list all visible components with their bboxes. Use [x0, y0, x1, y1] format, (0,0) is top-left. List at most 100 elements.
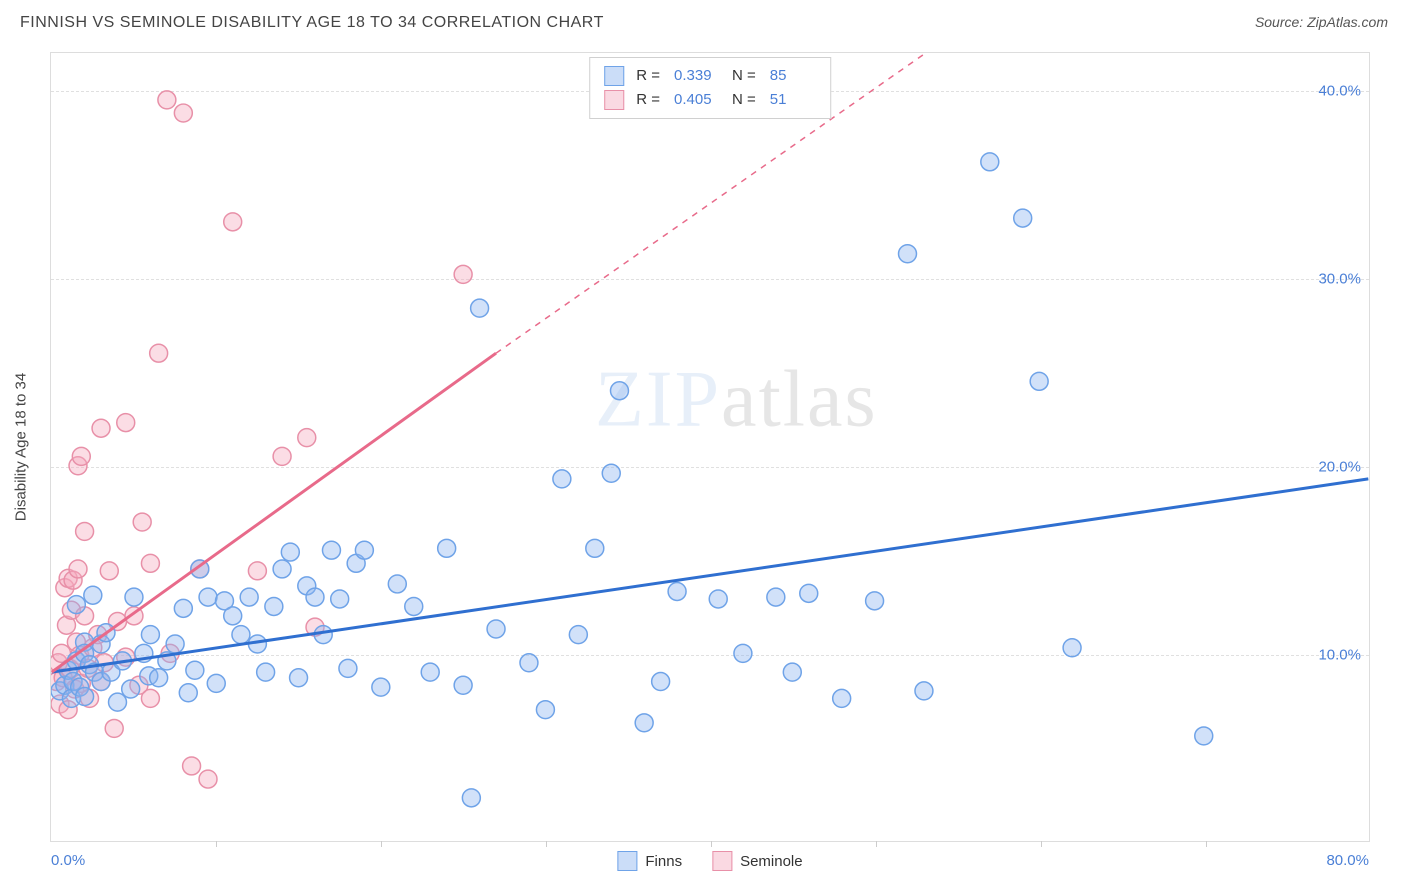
data-point: [67, 596, 85, 614]
data-point: [248, 562, 266, 580]
data-point: [141, 689, 159, 707]
data-point: [471, 299, 489, 317]
data-point: [122, 680, 140, 698]
data-point: [611, 382, 629, 400]
data-point: [734, 644, 752, 662]
source-name: ZipAtlas.com: [1307, 14, 1388, 30]
data-point: [553, 470, 571, 488]
data-point: [150, 344, 168, 362]
data-point: [331, 590, 349, 608]
data-point: [668, 582, 686, 600]
data-point: [388, 575, 406, 593]
data-point: [421, 663, 439, 681]
data-point: [76, 688, 94, 706]
data-point: [69, 560, 87, 578]
data-point: [866, 592, 884, 610]
legend-item-finns: Finns: [617, 851, 682, 871]
x-tick: [546, 841, 547, 847]
data-point: [273, 447, 291, 465]
swatch-seminole-icon: [604, 90, 624, 110]
data-point: [290, 669, 308, 687]
data-point: [833, 689, 851, 707]
x-tick: [1206, 841, 1207, 847]
data-point: [1063, 639, 1081, 657]
data-point: [602, 464, 620, 482]
data-point: [915, 682, 933, 700]
x-tick: [216, 841, 217, 847]
header: FINNISH VS SEMINOLE DISABILITY AGE 18 TO…: [0, 0, 1406, 48]
data-point: [298, 429, 316, 447]
x-axis-min-label: 0.0%: [51, 852, 85, 869]
label-n: N =: [732, 64, 756, 88]
data-point: [84, 586, 102, 604]
data-point: [322, 541, 340, 559]
data-point: [586, 539, 604, 557]
source-prefix: Source:: [1255, 14, 1307, 30]
data-point: [520, 654, 538, 672]
data-point: [281, 543, 299, 561]
data-point: [207, 674, 225, 692]
data-point: [166, 635, 184, 653]
data-point: [72, 447, 90, 465]
data-point: [174, 104, 192, 122]
data-point: [652, 673, 670, 691]
data-point: [105, 719, 123, 737]
scatter-svg: [51, 53, 1369, 841]
data-point: [125, 588, 143, 606]
data-point: [150, 669, 168, 687]
data-point: [117, 414, 135, 432]
data-point: [355, 541, 373, 559]
x-tick: [711, 841, 712, 847]
data-point: [438, 539, 456, 557]
data-point: [158, 91, 176, 109]
series-legend: Finns Seminole: [617, 851, 802, 871]
source-attribution: Source: ZipAtlas.com: [1255, 14, 1388, 30]
label-r: R =: [636, 88, 660, 112]
correlation-legend: R = 0.339 N = 85 R = 0.405 N = 51: [589, 57, 831, 119]
value-r-seminole: 0.405: [674, 88, 720, 112]
value-n-seminole: 51: [770, 88, 816, 112]
data-point: [800, 584, 818, 602]
legend-item-seminole: Seminole: [712, 851, 803, 871]
data-point: [273, 560, 291, 578]
data-point: [372, 678, 390, 696]
swatch-finns-icon: [617, 851, 637, 871]
data-point: [487, 620, 505, 638]
data-point: [265, 597, 283, 615]
data-point: [454, 265, 472, 283]
data-point: [981, 153, 999, 171]
value-r-finns: 0.339: [674, 64, 720, 88]
data-point: [141, 554, 159, 572]
data-point: [179, 684, 197, 702]
data-point: [232, 626, 250, 644]
data-point: [339, 659, 357, 677]
data-point: [306, 588, 324, 606]
data-point: [569, 626, 587, 644]
swatch-finns-icon: [604, 66, 624, 86]
label-n: N =: [732, 88, 756, 112]
data-point: [183, 757, 201, 775]
data-point: [224, 213, 242, 231]
data-point: [709, 590, 727, 608]
x-axis-max-label: 80.0%: [1326, 852, 1369, 869]
data-point: [1195, 727, 1213, 745]
data-point: [536, 701, 554, 719]
data-point: [141, 626, 159, 644]
data-point: [635, 714, 653, 732]
data-point: [405, 597, 423, 615]
label-r: R =: [636, 64, 660, 88]
data-point: [199, 770, 217, 788]
data-point: [224, 607, 242, 625]
y-axis-title: Disability Age 18 to 34: [13, 373, 30, 521]
data-point: [257, 663, 275, 681]
data-point: [1030, 372, 1048, 390]
data-point: [240, 588, 258, 606]
data-point: [1014, 209, 1032, 227]
swatch-seminole-icon: [712, 851, 732, 871]
data-point: [454, 676, 472, 694]
plot-area: Disability Age 18 to 34 10.0%20.0%30.0%4…: [50, 52, 1370, 842]
correlation-legend-row-finns: R = 0.339 N = 85: [604, 64, 816, 88]
data-point: [76, 522, 94, 540]
legend-label-finns: Finns: [645, 853, 682, 870]
data-point: [199, 588, 217, 606]
